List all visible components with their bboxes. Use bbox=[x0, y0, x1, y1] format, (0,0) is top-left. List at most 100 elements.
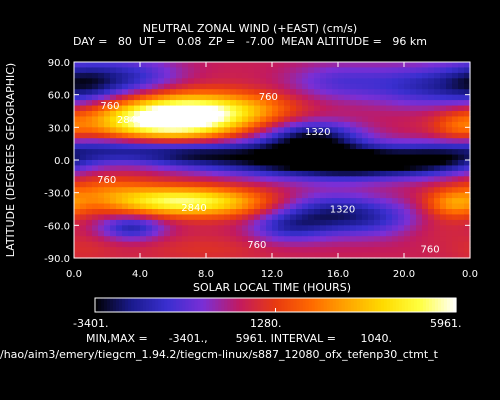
heatmap-cell bbox=[212, 143, 219, 150]
heatmap-cell bbox=[200, 154, 207, 161]
heatmap-cell bbox=[218, 198, 225, 205]
heatmap-cell bbox=[302, 203, 309, 210]
heatmap-cell bbox=[440, 132, 447, 139]
heatmap-cell bbox=[254, 176, 261, 183]
heatmap-cell bbox=[374, 165, 381, 172]
heatmap-cell bbox=[242, 105, 249, 112]
heatmap-cell bbox=[170, 154, 177, 161]
heatmap-cell bbox=[320, 111, 327, 118]
heatmap-cell bbox=[308, 94, 315, 101]
heatmap-cell bbox=[110, 89, 117, 96]
heatmap-cell bbox=[314, 149, 321, 156]
heatmap-cell bbox=[80, 72, 87, 79]
heatmap-cell bbox=[248, 100, 255, 107]
heatmap-cell bbox=[380, 160, 387, 167]
heatmap-cell bbox=[122, 83, 129, 90]
heatmap-cell bbox=[428, 116, 435, 123]
heatmap-cell bbox=[194, 72, 201, 79]
heatmap-cell bbox=[350, 187, 357, 194]
heatmap-cell bbox=[290, 214, 297, 221]
heatmap-cell bbox=[230, 192, 237, 199]
heatmap-cell bbox=[302, 83, 309, 90]
heatmap-cell bbox=[98, 236, 105, 243]
heatmap-cell bbox=[272, 192, 279, 199]
heatmap-cell bbox=[440, 192, 447, 199]
heatmap-cell bbox=[278, 154, 285, 161]
heatmap-cell bbox=[284, 83, 291, 90]
heatmap-cell bbox=[146, 214, 153, 221]
heatmap-cell bbox=[236, 127, 243, 134]
heatmap-cell bbox=[440, 225, 447, 232]
heatmap-cell bbox=[290, 192, 297, 199]
heatmap-cell bbox=[296, 100, 303, 107]
heatmap-cell bbox=[236, 165, 243, 172]
heatmap-cell bbox=[392, 116, 399, 123]
heatmap-cell bbox=[194, 111, 201, 118]
heatmap-cell bbox=[86, 209, 93, 216]
heatmap-cell bbox=[218, 247, 225, 254]
heatmap-cell bbox=[410, 154, 417, 161]
heatmap-cell bbox=[404, 121, 411, 128]
heatmap-cell bbox=[284, 105, 291, 112]
heatmap-cell bbox=[386, 149, 393, 156]
heatmap-cell bbox=[230, 230, 237, 237]
heatmap-cell bbox=[422, 94, 429, 101]
heatmap-cell bbox=[116, 116, 123, 123]
heatmap-cell bbox=[74, 170, 81, 177]
heatmap-cell bbox=[284, 149, 291, 156]
heatmap-cell bbox=[140, 198, 147, 205]
heatmap-cell bbox=[458, 154, 465, 161]
heatmap-cell bbox=[404, 78, 411, 85]
heatmap-cell bbox=[452, 121, 459, 128]
heatmap-cell bbox=[332, 225, 339, 232]
heatmap-cell bbox=[188, 121, 195, 128]
heatmap-cell bbox=[248, 94, 255, 101]
heatmap-cell bbox=[146, 187, 153, 194]
heatmap-cell bbox=[308, 165, 315, 172]
heatmap-cell bbox=[368, 176, 375, 183]
heatmap-cell bbox=[116, 89, 123, 96]
colorbar-segment bbox=[311, 298, 316, 312]
heatmap-cell bbox=[212, 127, 219, 134]
heatmap-cell bbox=[128, 67, 135, 74]
heatmap-cell bbox=[308, 143, 315, 150]
heatmap-cell bbox=[380, 219, 387, 226]
heatmap-cell bbox=[230, 198, 237, 205]
heatmap-cell bbox=[308, 187, 315, 194]
heatmap-cell bbox=[230, 149, 237, 156]
heatmap-cell bbox=[356, 100, 363, 107]
colorbar-segment bbox=[299, 298, 304, 312]
heatmap-cell bbox=[254, 209, 261, 216]
heatmap-cell bbox=[134, 100, 141, 107]
heatmap-cell bbox=[248, 72, 255, 79]
heatmap-cell bbox=[458, 111, 465, 118]
heatmap-cell bbox=[458, 236, 465, 243]
heatmap-cell bbox=[446, 192, 453, 199]
heatmap-cell bbox=[308, 116, 315, 123]
heatmap-cell bbox=[170, 252, 177, 259]
heatmap-cell bbox=[254, 230, 261, 237]
heatmap-cell bbox=[170, 241, 177, 248]
heatmap-cell bbox=[344, 72, 351, 79]
heatmap-cell bbox=[86, 72, 93, 79]
heatmap-cell bbox=[386, 198, 393, 205]
heatmap-cell bbox=[410, 100, 417, 107]
heatmap-cell bbox=[212, 198, 219, 205]
heatmap-cell bbox=[188, 241, 195, 248]
heatmap-cell bbox=[452, 111, 459, 118]
heatmap-cell bbox=[182, 62, 189, 69]
heatmap-cell bbox=[242, 198, 249, 205]
heatmap-cell bbox=[242, 154, 249, 161]
heatmap-cell bbox=[386, 89, 393, 96]
colorbar-segment bbox=[200, 298, 204, 312]
heatmap-cell bbox=[440, 181, 447, 188]
heatmap-cell bbox=[368, 154, 375, 161]
heatmap-cell bbox=[146, 176, 153, 183]
heatmap-cell bbox=[368, 181, 375, 188]
heatmap-cell bbox=[260, 94, 267, 101]
heatmap-cell bbox=[290, 165, 297, 172]
heatmap-cell bbox=[236, 116, 243, 123]
heatmap-cell bbox=[464, 116, 471, 123]
heatmap-cell bbox=[146, 160, 153, 167]
heatmap-cell bbox=[308, 127, 315, 134]
